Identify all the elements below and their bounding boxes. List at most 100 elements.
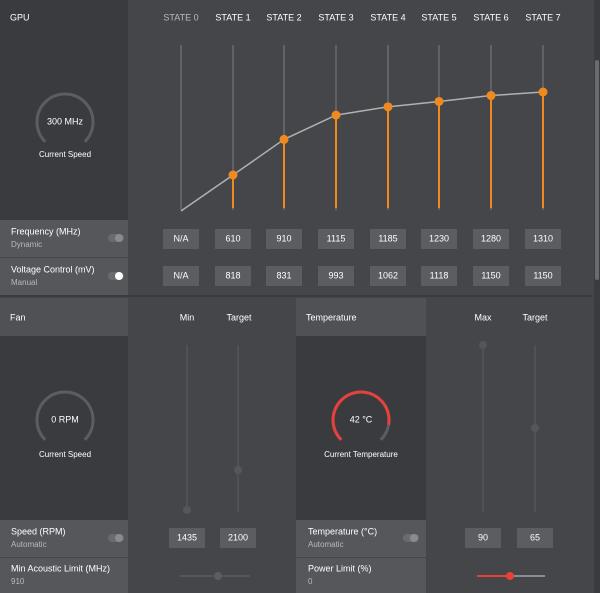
state-label: STATE 6 — [473, 12, 508, 22]
fan-gauge-label: Current Speed — [39, 450, 91, 459]
state-point[interactable] — [538, 87, 548, 97]
value-text: 831 — [276, 270, 291, 280]
state-point[interactable] — [434, 96, 444, 106]
temperature-gauge-label: Current Temperature — [324, 450, 398, 459]
value-text: N/A — [173, 233, 188, 243]
value-text: N/A — [173, 270, 188, 280]
fan-min-knob[interactable] — [183, 506, 191, 514]
value-text: 1230 — [429, 233, 449, 243]
gpu-gauge-label: Current Speed — [39, 150, 91, 159]
fan-col: Min — [180, 312, 195, 322]
fan-title: Fan — [10, 312, 26, 322]
value-box[interactable] — [473, 229, 509, 249]
scrollbar-thumb[interactable] — [595, 60, 599, 280]
value-text: 1150 — [481, 270, 500, 280]
value-text: 1115 — [327, 233, 346, 243]
value-text: 1310 — [533, 233, 553, 243]
value-text: 1185 — [378, 233, 397, 243]
value-box[interactable] — [421, 229, 457, 249]
state-point[interactable] — [279, 134, 289, 144]
temperature-label: Temperature (°C) — [308, 526, 377, 536]
voltage-toggle-knob — [115, 272, 123, 280]
value-text: 1150 — [533, 270, 552, 280]
temp-target-knob[interactable] — [531, 424, 539, 432]
state-label: STATE 1 — [215, 12, 250, 22]
gpu-header — [0, 0, 128, 37]
state-label: STATE 7 — [525, 12, 560, 22]
value-box[interactable] — [266, 266, 302, 286]
temperature-gauge-fill — [331, 390, 391, 441]
power-value: 0 — [308, 577, 313, 586]
state-label: STATE 3 — [318, 12, 353, 22]
fan-header — [0, 298, 128, 336]
value-box[interactable] — [169, 528, 205, 548]
state-label: STATE 0 — [163, 12, 198, 22]
state-label: STATE 4 — [370, 12, 405, 22]
frequency-toggle-knob — [115, 234, 123, 242]
value-box[interactable] — [318, 229, 354, 249]
value-text: 610 — [225, 233, 240, 243]
value-box[interactable] — [215, 266, 251, 286]
temperature-gauge-value: 42 °C — [350, 414, 373, 424]
fan-col: Target — [226, 312, 252, 322]
gpu-gauge-value: 300 MHz — [47, 116, 84, 126]
value-box[interactable] — [465, 528, 501, 548]
value-text: 2100 — [228, 532, 248, 542]
power-label-box — [296, 558, 426, 593]
fan-gauge-value: 0 RPM — [51, 414, 79, 424]
value-text: 910 — [276, 233, 291, 243]
voltage-label: Voltage Control (mV) — [11, 264, 95, 274]
fan-gauge-panel — [0, 336, 128, 520]
acoustic-value: 910 — [11, 577, 25, 586]
value-box[interactable] — [517, 528, 553, 548]
gpu-gauge-panel — [0, 37, 128, 220]
value-text: 1062 — [378, 270, 398, 280]
state-point[interactable] — [228, 170, 238, 180]
value-box[interactable] — [220, 528, 256, 548]
value-text: 90 — [478, 532, 488, 542]
value-box[interactable] — [163, 266, 199, 286]
value-text: 993 — [328, 270, 343, 280]
gpu-gauge — [35, 92, 95, 143]
frequency-label-box — [0, 220, 128, 257]
fan-target-knob[interactable] — [234, 466, 242, 474]
state-point[interactable] — [486, 91, 496, 101]
fan-speed-toggle-knob — [115, 534, 123, 542]
curve-start — [180, 174, 234, 212]
value-box[interactable] — [215, 229, 251, 249]
value-box[interactable] — [370, 266, 406, 286]
value-box[interactable] — [163, 229, 199, 249]
temperature-toggle-knob — [410, 534, 418, 542]
value-box[interactable] — [370, 229, 406, 249]
temperature-col: Target — [522, 312, 548, 322]
value-box[interactable] — [525, 229, 561, 249]
value-box[interactable] — [266, 229, 302, 249]
value-text: 1118 — [430, 270, 449, 280]
frequency-mode: Dynamic — [11, 240, 42, 249]
state-label: STATE 2 — [266, 12, 301, 22]
state-point[interactable] — [383, 102, 393, 112]
temperature-mode: Automatic — [308, 540, 344, 549]
value-text: 1280 — [481, 233, 501, 243]
temperature-col: Max — [474, 312, 492, 322]
fan-speed-mode: Automatic — [11, 540, 47, 549]
value-text: 65 — [530, 532, 540, 542]
fan-speed-label-box — [0, 520, 128, 557]
value-text: 1435 — [177, 532, 197, 542]
temperature-header — [296, 298, 426, 336]
power-knob[interactable] — [506, 572, 514, 580]
acoustic-knob[interactable] — [214, 572, 222, 580]
value-text: 818 — [225, 270, 240, 280]
state-point[interactable] — [331, 110, 341, 120]
value-box[interactable] — [473, 266, 509, 286]
value-box[interactable] — [525, 266, 561, 286]
gpu-title: GPU — [10, 12, 30, 22]
power-label: Power Limit (%) — [308, 563, 372, 573]
value-box[interactable] — [421, 266, 457, 286]
fan-gauge — [35, 390, 95, 441]
temp-max-knob[interactable] — [479, 341, 487, 349]
value-box[interactable] — [318, 266, 354, 286]
voltage-label-box — [0, 258, 128, 295]
voltage-mode: Manual — [11, 278, 37, 287]
